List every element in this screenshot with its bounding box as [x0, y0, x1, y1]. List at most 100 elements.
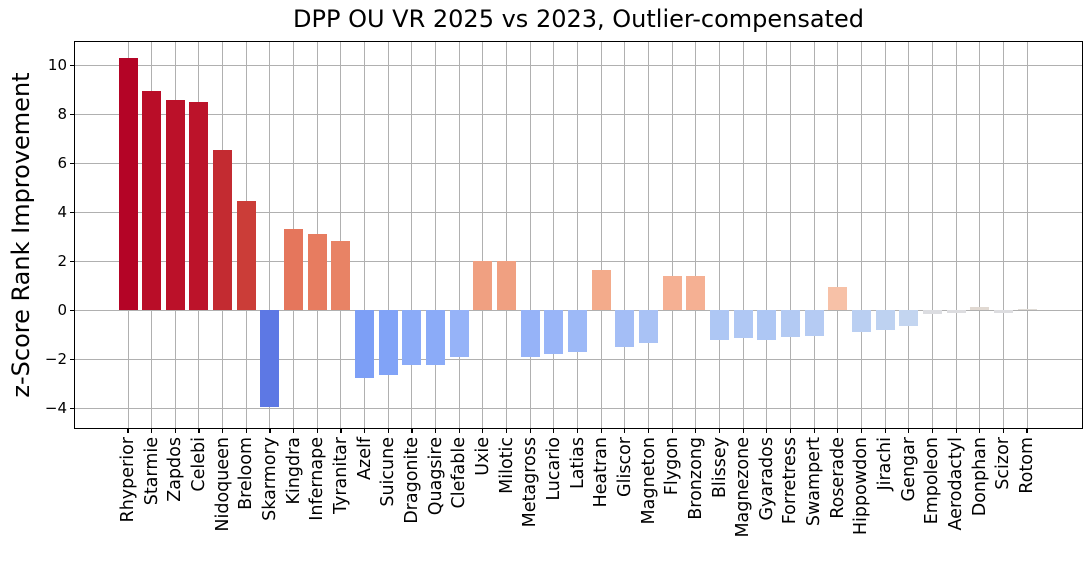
bar-breloom	[236, 201, 256, 311]
x-tick-label-roserade: Roserade	[827, 437, 848, 519]
x-gridline	[269, 41, 271, 429]
x-gridline	[553, 41, 555, 429]
x-tick-label-blissey: Blissey	[709, 437, 730, 499]
bar-quagsire	[426, 310, 446, 366]
y-gridline	[74, 260, 1083, 262]
x-tick-mark	[813, 429, 815, 433]
x-tick-mark	[198, 429, 200, 433]
bar-skarmory	[260, 310, 280, 407]
x-gridline	[624, 41, 626, 429]
y-tick-label: 6	[57, 154, 67, 173]
bar-celebi	[189, 102, 209, 311]
x-tick-mark	[908, 429, 910, 433]
x-tick-label-gyarados: Gyarados	[756, 437, 777, 521]
x-tick-label-starmie: Starmie	[141, 437, 162, 506]
chart-title: DPP OU VR 2025 vs 2023, Outlier-compensa…	[293, 5, 864, 33]
x-tick-label-donphan: Donphan	[969, 437, 990, 517]
y-gridline	[74, 113, 1083, 115]
bar-empoleon	[922, 310, 942, 314]
y-tick-label: −2	[44, 350, 67, 369]
bar-heatran	[591, 269, 611, 311]
x-gridline	[860, 41, 862, 429]
x-tick-mark	[860, 429, 863, 433]
x-tick-label-gliscor: Gliscor	[614, 437, 635, 497]
x-tick-label-forretress: Forretress	[780, 437, 801, 525]
y-tick-mark	[70, 113, 74, 116]
x-tick-label-skarmory: Skarmory	[259, 437, 280, 521]
x-gridline	[364, 41, 366, 429]
x-gridline	[695, 41, 697, 429]
y-gridline	[74, 64, 1083, 66]
x-tick-mark	[979, 429, 981, 433]
x-tick-mark	[387, 429, 389, 433]
x-gridline	[482, 41, 484, 429]
x-gridline	[411, 41, 413, 429]
x-tick-label-bronzong: Bronzong	[685, 437, 706, 520]
x-tick-label-celebi: Celebi	[188, 437, 209, 492]
x-gridline	[577, 41, 579, 429]
y-gridline	[74, 211, 1083, 213]
y-tick-label: 0	[57, 301, 67, 320]
y-tick-label: 2	[57, 252, 67, 271]
x-gridline	[813, 41, 815, 429]
x-tick-mark	[458, 429, 460, 433]
x-tick-mark	[789, 429, 792, 433]
x-tick-label-infernape: Infernape	[307, 437, 328, 521]
y-gridline	[74, 407, 1083, 409]
x-tick-mark	[931, 429, 934, 433]
x-tick-label-milotic: Milotic	[496, 437, 517, 494]
x-tick-mark	[364, 429, 366, 433]
x-tick-label-heatran: Heatran	[591, 437, 612, 508]
bar-rotom	[1017, 309, 1037, 311]
bar-lucario	[544, 310, 564, 355]
x-gridline	[671, 41, 673, 429]
bar-nidoqueen	[213, 149, 233, 311]
y-gridline	[74, 162, 1083, 164]
x-tick-label-quagsire: Quagsire	[425, 437, 446, 516]
y-tick-label: −4	[44, 399, 67, 418]
x-tick-mark	[718, 429, 721, 433]
x-tick-label-kingdra: Kingdra	[283, 437, 304, 505]
x-gridline	[1026, 41, 1028, 429]
bar-roserade	[828, 287, 848, 311]
x-tick-label-magneton: Magneton	[638, 437, 659, 525]
bar-gyarados	[757, 310, 777, 340]
bar-swampert	[804, 310, 824, 336]
bar-tyranitar	[331, 240, 351, 311]
x-tick-mark	[1002, 429, 1004, 433]
x-gridline	[884, 41, 886, 429]
x-tick-label-jirachi: Jirachi	[875, 437, 896, 491]
y-tick-mark	[70, 211, 74, 213]
x-tick-label-aerodactyl: Aerodactyl	[946, 437, 967, 531]
y-axis-label: z-Score Rank Improvement	[7, 72, 35, 398]
bar-donphan	[970, 306, 990, 311]
x-gridline	[340, 41, 342, 429]
x-gridline	[506, 41, 508, 429]
x-tick-label-swampert: Swampert	[804, 437, 825, 527]
x-tick-mark	[766, 429, 768, 433]
bar-jirachi	[875, 310, 895, 330]
x-gridline	[529, 41, 531, 429]
x-tick-mark	[269, 429, 271, 433]
x-tick-label-zapdos: Zapdos	[165, 437, 186, 502]
y-tick-label: 4	[57, 203, 67, 222]
y-tick-mark	[70, 309, 74, 311]
x-tick-label-scizor: Scizor	[993, 437, 1014, 490]
x-tick-label-gengar: Gengar	[898, 437, 919, 502]
bar-kingdra	[284, 229, 304, 311]
x-tick-mark	[127, 429, 129, 433]
x-tick-mark	[340, 429, 342, 433]
x-tick-mark	[742, 429, 744, 433]
x-tick-label-dragonite: Dragonite	[401, 437, 422, 524]
x-gridline	[766, 41, 768, 429]
bar-dragonite	[402, 310, 422, 366]
x-tick-mark	[600, 429, 602, 433]
x-gridline	[1002, 41, 1004, 429]
bar-flygon	[662, 276, 682, 311]
x-tick-mark	[222, 429, 224, 433]
y-tick-mark	[70, 358, 74, 360]
y-tick-mark	[70, 64, 74, 67]
x-tick-label-tyranitar: Tyranitar	[330, 437, 351, 514]
x-tick-label-metagross: Metagross	[520, 437, 541, 528]
